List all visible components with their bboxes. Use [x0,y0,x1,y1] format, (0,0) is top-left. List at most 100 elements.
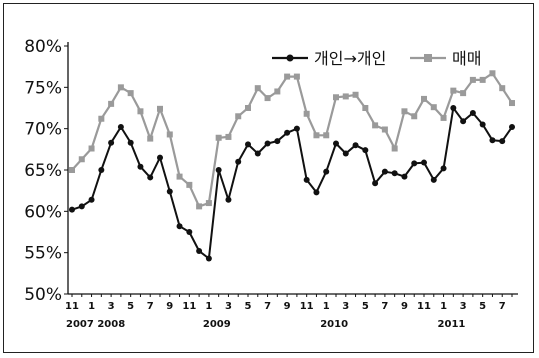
data-point [284,129,291,136]
x-tick-label: 11 [417,301,431,312]
y-tick-label: 70% [24,120,62,140]
data-point [196,203,203,210]
series-individual-to-individual [69,105,515,262]
series-sale [69,70,515,210]
x-tick-label: 1 [88,301,95,312]
x-tick-label: 3 [225,301,232,312]
data-point [166,188,173,195]
data-point [225,196,232,203]
data-point [117,84,124,91]
data-point [157,105,163,112]
data-point [450,105,457,111]
data-point [88,196,95,203]
data-point [215,167,222,173]
data-point [479,76,486,83]
data-point [372,122,379,129]
data-point [450,87,457,94]
chart-legend: 개인→개인 매매 [272,49,481,68]
year-label: 2010 [320,319,348,330]
data-point [372,180,379,187]
chart-frame [3,3,534,353]
data-point [362,147,369,154]
x-tick-label: 7 [381,301,388,312]
x-tick-label: 1 [440,301,447,312]
chart-axes: 80%75%70%65%60%55%50%11 1 3 5 7 9 11 1 3 5 7 9 11 1 3 5… [24,37,518,330]
data-point [333,94,339,101]
data-point [421,159,427,166]
data-point [313,189,320,196]
legend-label: 매매 [452,49,481,68]
data-point [117,124,124,131]
x-tick-label: 5 [245,301,252,312]
data-point [342,150,349,157]
data-point [205,200,212,207]
x-tick-label: 7 [264,301,271,312]
x-tick-label: 7 [147,301,154,312]
data-point [430,104,437,111]
data-point [440,165,447,172]
data-point [430,176,437,183]
data-point [381,126,388,133]
x-tick-label: 7 [499,301,506,312]
x-tick-label: 11 [182,301,196,312]
year-label: 2007 2008 [66,319,125,330]
legend-item-sale: 매매 [410,49,481,68]
data-point [401,173,408,180]
data-point [469,76,476,83]
x-tick-label: 11 [300,301,314,312]
data-point [235,113,242,120]
data-point [98,167,105,173]
y-tick-label: 60% [24,202,62,222]
data-point [69,167,75,173]
legend-marker [286,54,294,62]
x-tick-label: 5 [127,301,134,312]
data-point [342,93,349,100]
data-point [460,90,467,97]
data-point [509,124,515,131]
x-tick-label: 9 [166,301,173,312]
data-point [176,173,183,180]
data-point [352,91,359,98]
year-label: 2009 [203,319,231,330]
data-point [333,140,339,147]
data-point [127,90,134,97]
data-point [313,132,320,139]
x-tick-label: 3 [108,301,115,312]
data-point [274,138,281,145]
x-tick-label: 3 [342,301,349,312]
data-point [352,142,359,149]
data-point [479,121,486,128]
data-point [98,115,105,122]
data-point [293,73,300,80]
x-tick-label: 1 [323,301,330,312]
data-point [186,229,193,235]
data-point [421,95,427,102]
data-point [166,131,173,138]
data-point [264,140,271,147]
data-point [440,114,447,121]
data-point [186,181,193,188]
data-point [137,108,144,115]
data-point [293,125,300,132]
series-layer [69,70,515,262]
data-point [264,95,271,102]
x-tick-label: 11 [65,301,79,312]
data-point [274,88,281,95]
x-tick-label: 5 [479,301,486,312]
data-point [225,133,232,140]
data-point [460,118,467,125]
legend-marker [424,54,432,62]
data-point [108,100,115,107]
series-line [71,72,513,208]
x-tick-label: 5 [362,301,369,312]
data-point [205,255,212,262]
year-label: 2011 [438,319,466,330]
data-point [489,70,496,77]
data-point [303,110,310,117]
data-point [362,105,369,111]
data-point [147,135,154,142]
data-point [176,223,183,230]
data-point [88,145,95,152]
data-point [381,168,388,175]
data-point [284,73,291,80]
